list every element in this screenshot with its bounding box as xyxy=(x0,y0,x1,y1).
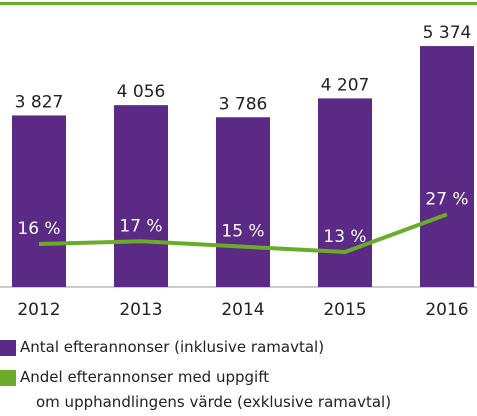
bar-value-label: 4 056 xyxy=(117,82,166,102)
legend-item: Antal efterannonser (inklusive ramavtal) xyxy=(0,335,324,360)
x-tick-label: 2016 xyxy=(425,300,468,320)
top-rule xyxy=(0,2,477,5)
x-tick-label: 2012 xyxy=(17,300,60,320)
legend-swatch xyxy=(0,370,16,386)
bar-value-label: 5 374 xyxy=(423,23,472,43)
legend-label: Andel efterannonser med uppgift om uppha… xyxy=(20,368,392,411)
x-tick-label: 2013 xyxy=(119,300,162,320)
bar-value-label: 3 786 xyxy=(219,94,268,114)
line xyxy=(38,212,448,255)
line-value-label: 15 % xyxy=(221,222,264,242)
line-value-label: 27 % xyxy=(425,189,468,209)
x-tick-label: 2014 xyxy=(221,300,264,320)
line-value-label: 13 % xyxy=(323,227,366,247)
legend-swatch xyxy=(0,340,16,356)
bar xyxy=(420,46,474,287)
x-tick-label: 2015 xyxy=(323,300,366,320)
bar-value-label: 3 827 xyxy=(15,92,64,112)
bar-value-label: 4 207 xyxy=(321,75,370,95)
legend-item: Andel efterannonser med uppgift om uppha… xyxy=(0,365,391,415)
bar xyxy=(216,117,270,287)
bar xyxy=(12,115,66,287)
chart: 3 827 4 056 3 786 4 207 5 374 16 % 17 % 15 % 13 … xyxy=(0,2,477,320)
bar xyxy=(114,105,168,287)
bar xyxy=(318,98,372,287)
line-value-label: 17 % xyxy=(119,216,162,236)
legend-label: Antal efterannonser (inklusive ramavtal) xyxy=(20,338,325,356)
line-value-label: 16 % xyxy=(17,219,60,239)
